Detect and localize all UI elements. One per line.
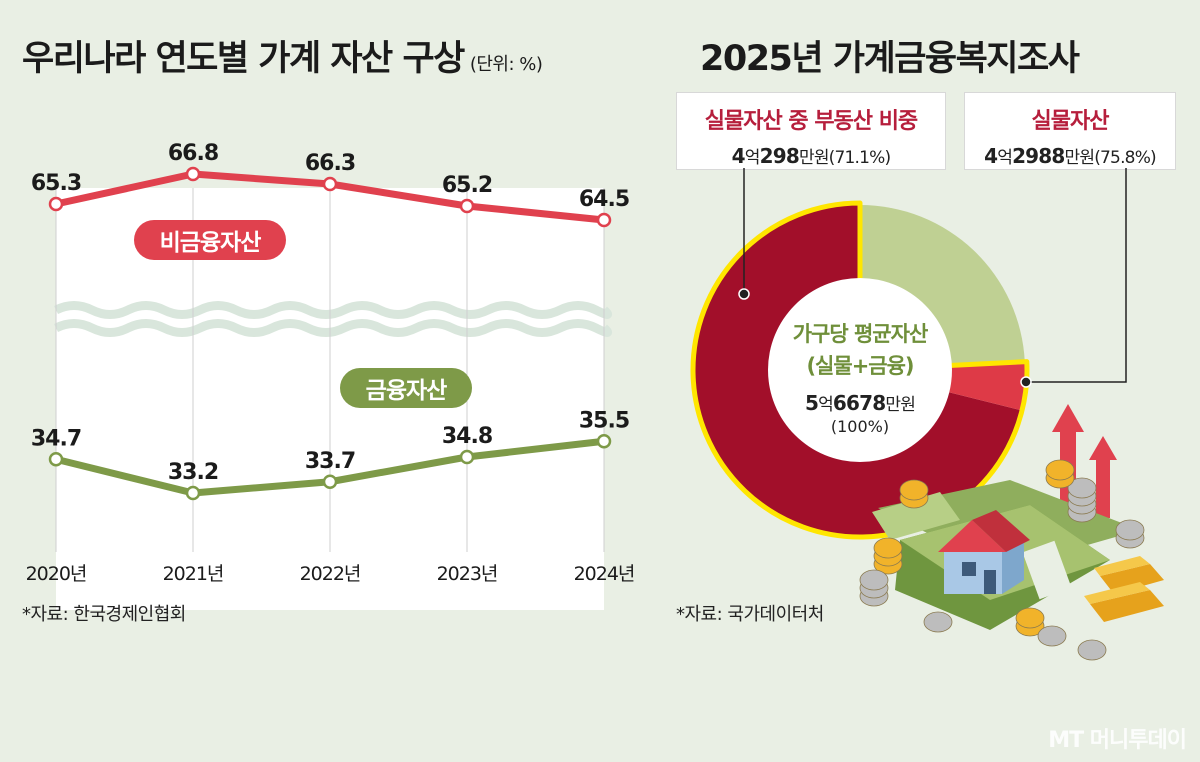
real-asset-outline — [690, 200, 1030, 540]
axis-break-wave-2 — [53, 319, 613, 337]
series-label-nonfinancial-text: 비금융자산 — [159, 230, 262, 256]
center-u1: 억 — [818, 395, 834, 415]
callout-real-u1: 억 — [997, 148, 1013, 168]
left-title-text: 우리나라 연도별 가계 자산 구상 — [22, 39, 465, 79]
coin-0-1 — [899, 479, 929, 501]
coin-6-1 — [1015, 607, 1045, 629]
x-tick-label-3: 2023년 — [437, 563, 498, 585]
leader-dot-real — [1020, 376, 1032, 388]
callout-real-v2: 2988 — [1012, 144, 1065, 168]
donut-center-label: 가구당 평균자산 (실물+금융) 5억6678만원 (100%) — [760, 318, 960, 436]
data-point-1-0 — [48, 452, 64, 467]
center-u2: 만원 — [885, 395, 916, 415]
callout-realestate-v1: 4 — [731, 144, 746, 168]
vertical-gridlines — [55, 188, 605, 552]
left-source: *자료: 한국경제인협회 — [22, 604, 186, 625]
x-tick-label-1: 2021년 — [163, 563, 224, 585]
x-tick-label-0: 2020년 — [26, 563, 87, 585]
arrow-up-shaft-2 — [1096, 458, 1110, 518]
center-line1: 가구당 평균자산 — [792, 322, 929, 346]
center-pct: (100%) — [830, 417, 890, 436]
coin-3-3 — [1067, 477, 1097, 499]
data-label-1-2: 33.7 — [305, 449, 355, 474]
house-roof — [938, 520, 1006, 552]
data-label-0-2: 66.3 — [305, 151, 355, 176]
callout-realestate-title: 실물자산 중 부동산 비중 — [704, 109, 918, 134]
leader-dot-realestate — [738, 288, 750, 300]
callout-realestate-u1: 억 — [744, 148, 761, 168]
callout-real: 실물자산 4억2988만원(75.8%) — [964, 92, 1176, 170]
unit-label: (단위: %) — [469, 54, 543, 75]
coin-9-0 — [1077, 639, 1107, 661]
data-label-1-1: 33.2 — [168, 460, 218, 485]
center-value: 5억6678만원 — [760, 390, 960, 415]
data-point-1-4 — [596, 434, 612, 449]
donut-hole — [768, 278, 952, 462]
callout-realestate-v2: 298 — [759, 144, 800, 168]
coin-2-2 — [859, 569, 889, 591]
callout-realestate: 실물자산 중 부동산 비중 4억298만원(71.1%) — [676, 92, 946, 170]
data-label-0-1: 66.8 — [168, 141, 218, 166]
house-money-illustration — [859, 404, 1164, 661]
series-group: 65.3 66.8 66.3 65.2 64.5 34.7 33.2 33.7 34.8 35.5 — [31, 141, 630, 501]
coin-4-1 — [1045, 459, 1075, 481]
data-point-1-2 — [322, 474, 338, 489]
data-label-0-3: 65.2 — [442, 173, 492, 198]
coins — [859, 459, 1145, 661]
house-window — [962, 562, 976, 576]
data-point-0-2 — [322, 176, 338, 192]
center-line2: (실물+금융) — [806, 354, 914, 378]
data-label-1-3: 34.8 — [442, 424, 492, 449]
data-label-1-4: 35.5 — [579, 408, 629, 433]
data-point-1-1 — [185, 485, 201, 501]
series-label-financial: 금융자산 — [340, 368, 472, 408]
data-point-1-3 — [459, 449, 475, 465]
data-label-0-0: 65.3 — [31, 171, 81, 196]
callout-realestate-value: 4억298만원(71.1%) — [677, 143, 945, 168]
x-tick-label-2: 2022년 — [300, 563, 361, 585]
center-v2: 6678 — [832, 391, 886, 415]
house-door — [984, 570, 996, 594]
series-label-financial-text: 금융자산 — [365, 378, 448, 404]
data-point-0-4 — [596, 212, 612, 228]
data-point-0-1 — [185, 166, 201, 182]
arrow-up-head-1 — [1052, 404, 1084, 432]
axis-break-wave-1 — [53, 301, 613, 319]
axis-break-waves — [53, 301, 613, 337]
arrow-up-head-2 — [1089, 436, 1117, 460]
callout-real-title: 실물자산 — [1031, 109, 1110, 134]
callout-realestate-u2: 만원(71.1%) — [798, 148, 891, 168]
coin-5-1 — [1115, 519, 1145, 541]
money-band — [1022, 540, 1072, 600]
right-chart-title: 2025년 가계금융복지조사 — [700, 39, 1080, 79]
data-point-0-3 — [459, 198, 475, 214]
data-label-1-0: 34.7 — [31, 426, 81, 451]
gold-bar-1-top — [1094, 556, 1150, 576]
coin-1-2 — [873, 537, 903, 559]
right-source: *자료: 국가데이터처 — [676, 604, 824, 625]
coin-8-0 — [1037, 625, 1067, 647]
x-axis: 2020년 2021년 2022년 2023년 2024년 — [26, 563, 636, 585]
house-roof-side — [972, 510, 1030, 552]
center-v1: 5 — [804, 391, 819, 415]
gold-bar-2 — [1090, 590, 1164, 622]
left-chart-title: 우리나라 연도별 가계 자산 구상 (단위: %) — [22, 30, 543, 81]
leader-line-real — [1026, 168, 1127, 383]
data-point-0-0 — [48, 196, 64, 212]
x-tick-label-4: 2024년 — [574, 563, 635, 585]
watermark-logo: MT 머니투데이 — [1048, 728, 1187, 753]
series-label-nonfinancial: 비금융자산 — [134, 220, 286, 260]
coin-7-0 — [923, 611, 953, 633]
money-stack-left — [872, 492, 960, 540]
data-label-0-4: 64.5 — [579, 187, 629, 212]
callout-real-v1: 4 — [984, 144, 998, 168]
gold-bar-1 — [1100, 564, 1164, 594]
callout-real-u2: 만원(75.8%) — [1064, 148, 1157, 168]
gold-bar-2-top — [1084, 582, 1150, 604]
callout-real-value: 4억2988만원(75.8%) — [965, 143, 1175, 168]
